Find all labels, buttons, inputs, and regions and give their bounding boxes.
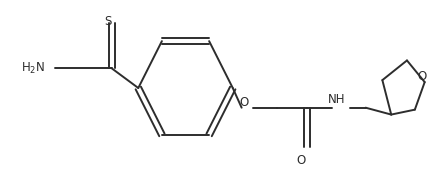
Text: O: O	[418, 70, 427, 83]
Text: O: O	[296, 154, 305, 167]
Text: H$_2$N: H$_2$N	[21, 61, 45, 76]
Text: O: O	[239, 96, 248, 109]
Text: NH: NH	[328, 93, 346, 106]
Text: S: S	[104, 15, 112, 28]
